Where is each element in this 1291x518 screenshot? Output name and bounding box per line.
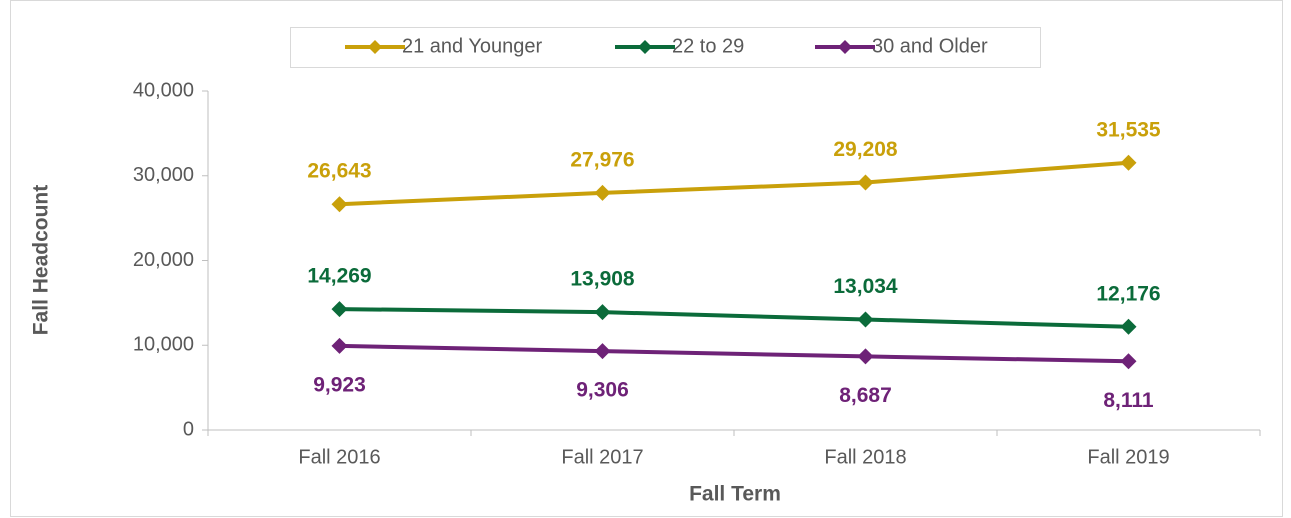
legend-marker <box>638 40 652 54</box>
marker <box>1120 353 1137 370</box>
marker <box>594 304 611 321</box>
marker <box>594 343 611 360</box>
marker <box>1120 318 1137 335</box>
marker <box>331 301 348 318</box>
legend-label: 21 and Younger <box>402 35 542 57</box>
data-label: 31,535 <box>1096 118 1161 141</box>
y-tick-label: 40,000 <box>133 79 194 101</box>
marker <box>331 337 348 354</box>
x-tick-label: Fall 2019 <box>1087 446 1169 468</box>
legend-label: 30 and Older <box>872 35 988 57</box>
x-tick-label: Fall 2016 <box>298 446 380 468</box>
data-label: 9,306 <box>576 379 629 402</box>
data-label: 13,908 <box>570 268 635 291</box>
data-label: 8,687 <box>839 384 892 407</box>
data-label: 26,643 <box>307 160 371 183</box>
data-label: 8,111 <box>1103 389 1154 412</box>
legend-marker <box>368 40 382 54</box>
y-tick-label: 20,000 <box>133 249 194 271</box>
data-label: 29,208 <box>833 138 898 161</box>
marker <box>1120 154 1137 171</box>
marker <box>331 196 348 213</box>
marker <box>857 348 874 365</box>
series-line <box>339 343 1129 364</box>
data-label: 13,034 <box>833 275 898 298</box>
series-line <box>339 307 1129 329</box>
data-label: 9,923 <box>313 373 366 396</box>
data-label: 12,176 <box>1096 282 1160 305</box>
y-tick-label: 10,000 <box>133 334 194 356</box>
marker <box>594 184 611 201</box>
chart-frame <box>10 0 1283 517</box>
legend-label: 22 to 29 <box>672 35 744 57</box>
y-tick-label: 0 <box>183 418 194 440</box>
x-tick-label: Fall 2018 <box>824 446 906 468</box>
y-tick-label: 30,000 <box>133 164 194 186</box>
y-axis-title: Fall Headcount <box>30 185 53 336</box>
legend-marker <box>838 40 852 54</box>
data-label: 27,976 <box>570 148 634 171</box>
marker <box>857 311 874 328</box>
x-tick-label: Fall 2017 <box>561 446 643 468</box>
x-axis-title: Fall Term <box>689 483 781 506</box>
data-label: 14,269 <box>307 265 371 288</box>
marker <box>857 174 874 191</box>
series-line <box>339 160 1129 207</box>
